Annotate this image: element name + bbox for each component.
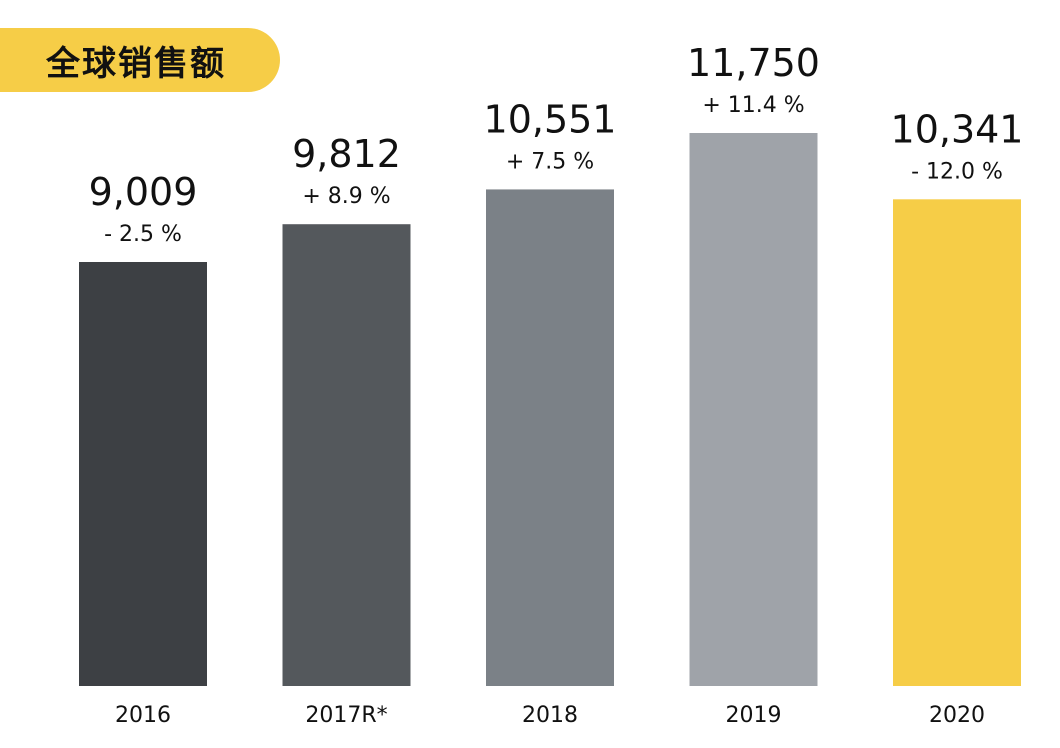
category-label: 2019 xyxy=(726,703,782,728)
category-label: 2017R* xyxy=(305,703,387,728)
value-label: 11,750 xyxy=(687,41,820,85)
change-label: + 7.5 % xyxy=(506,149,594,174)
value-label: 9,009 xyxy=(89,170,198,214)
value-label: 9,812 xyxy=(292,132,401,176)
change-label: + 8.9 % xyxy=(302,184,390,209)
change-label: + 11.4 % xyxy=(702,93,804,118)
bar-2019 xyxy=(689,133,818,686)
chart-title-badge: 全球销售额 xyxy=(0,28,280,92)
change-label: - 2.5 % xyxy=(104,222,182,247)
bar-2017R* xyxy=(282,224,411,686)
bar-2020 xyxy=(893,199,1021,687)
bar-2016 xyxy=(79,262,207,686)
value-label: 10,551 xyxy=(484,97,617,141)
chart-title: 全球销售额 xyxy=(46,43,226,84)
category-label: 2018 xyxy=(522,703,578,728)
change-label: - 12.0 % xyxy=(911,159,1003,184)
category-label: 2016 xyxy=(115,703,171,728)
value-label: 10,341 xyxy=(891,107,1024,151)
bar-2018 xyxy=(486,189,614,686)
category-label: 2020 xyxy=(929,703,985,728)
